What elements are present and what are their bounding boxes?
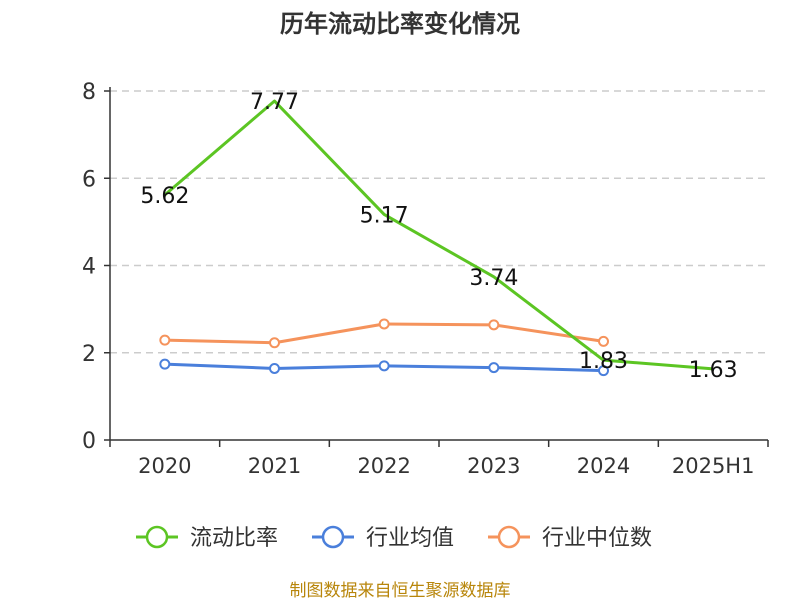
y-tick-label: 6 [82, 167, 96, 192]
legend-swatch-marker [497, 525, 521, 549]
data-point [598, 365, 609, 377]
y-tick-label: 4 [82, 255, 96, 280]
data-labels: 5.62 7.77 5.17 3.74 1.83 1.63 [140, 90, 737, 383]
data-point [488, 362, 500, 374]
y-tick-label: 8 [82, 80, 96, 105]
x-tick-label: 2023 [467, 454, 520, 478]
series-current-ratio [163, 99, 714, 371]
legend-item: 行业均值 [312, 525, 454, 551]
data-point [378, 360, 390, 372]
data-point [159, 334, 171, 346]
grid-lines [110, 90, 768, 354]
data-point [598, 335, 609, 347]
data-point [378, 318, 390, 330]
data-label: 3.74 [469, 266, 518, 291]
legend-item: 流动比率 [136, 525, 278, 551]
chart-title: 历年流动比率变化情况 [280, 10, 520, 38]
legend-label: 行业中位数 [542, 526, 652, 551]
source-note: 制图数据来自恒生聚源数据库 [290, 581, 511, 600]
legend: 流动比率 行业均值 行业中位数 [136, 525, 652, 551]
y-tick-label: 2 [82, 342, 96, 367]
data-point [269, 337, 280, 349]
x-tick-label: 2020 [138, 454, 191, 478]
legend-swatch-marker [145, 525, 169, 549]
x-tick-label: 2022 [357, 454, 410, 478]
axes: 0 2 4 6 8 2020 2021 2022 2023 2024 2025H1 [82, 80, 769, 478]
legend-label: 流动比率 [190, 526, 278, 551]
series-industry-median [159, 318, 609, 349]
legend-swatch-marker [321, 525, 345, 549]
data-point [159, 358, 171, 370]
series-industry-mean [159, 358, 609, 377]
data-label: 5.17 [360, 203, 409, 228]
x-tick-label: 2021 [248, 454, 301, 478]
legend-item: 行业中位数 [488, 525, 652, 551]
legend-label: 行业均值 [366, 526, 454, 551]
series-line [163, 99, 714, 371]
x-tick-label: 2024 [577, 454, 630, 478]
data-point [488, 319, 500, 331]
series-layer [159, 99, 714, 377]
data-point [269, 362, 280, 374]
y-tick-label: 0 [82, 429, 96, 454]
data-label: 1.63 [689, 358, 738, 383]
data-label: 5.62 [140, 184, 189, 209]
data-label: 1.83 [579, 349, 628, 374]
data-label: 7.77 [250, 90, 299, 115]
x-tick-label: 2025H1 [672, 454, 755, 478]
